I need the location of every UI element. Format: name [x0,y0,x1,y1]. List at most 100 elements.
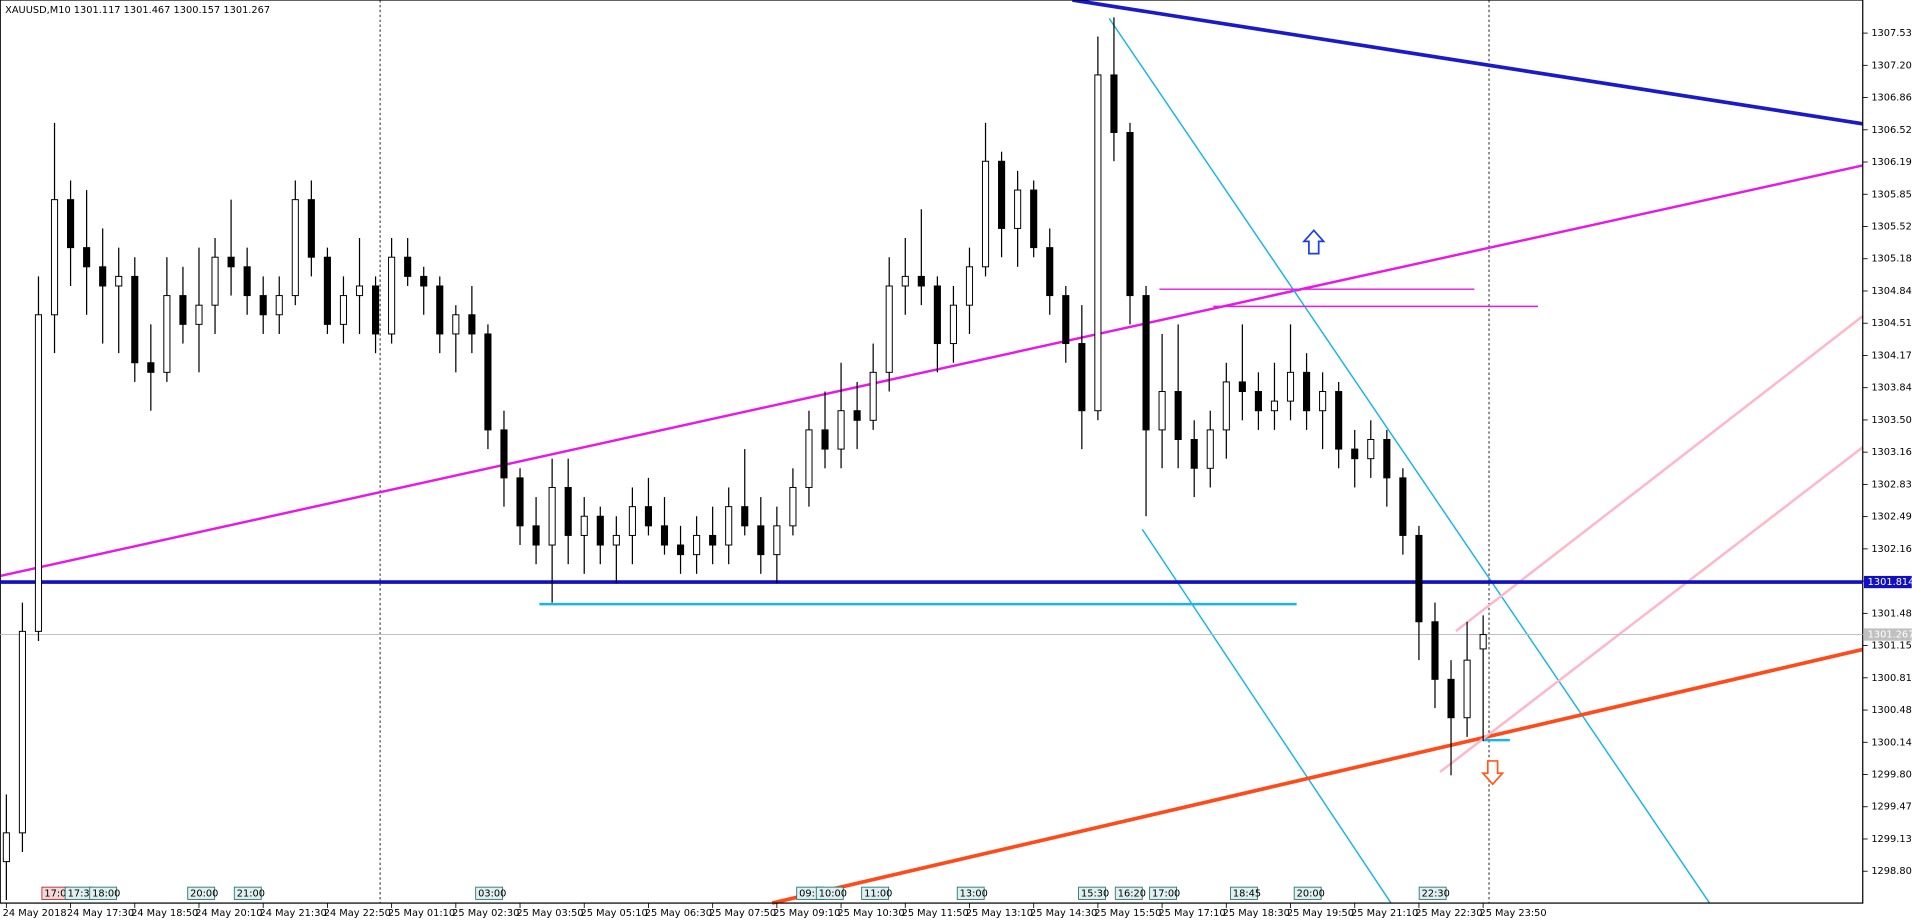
y-tick-label: 1307.536 [1871,28,1912,39]
candle-body [773,525,781,556]
candle-body [1479,634,1487,650]
x-tick-label: 24 May 2018 [3,908,67,919]
x-tick-label: 25 May 06:30 [645,908,712,919]
sell-arrow [1480,760,1505,786]
x-tick-label: 25 May 22:30 [1415,908,1482,919]
candle-body [1126,132,1134,297]
price-label-box [1863,575,1912,589]
candle-body [291,199,299,297]
x-tick-label: 25 May 01:10 [388,908,455,919]
x-tick-label: 25 May 15:50 [1094,908,1161,919]
candle-body [323,256,331,325]
time-marker-box [1230,886,1258,900]
candle-body [981,160,990,268]
y-tick-label: 1307.200 [1871,60,1912,71]
candle-body [805,429,813,488]
y-tick-label: 1299.472 [1871,802,1912,813]
y-tick-label: 1305.520 [1871,222,1912,233]
y-tick-label: 1300.816 [1871,673,1912,684]
candle-body [99,266,107,287]
candle-body [163,295,171,373]
candle-body [741,506,749,527]
y-tick-label: 1303.168 [1871,447,1912,458]
candle-body [18,630,26,834]
candle-body [1190,439,1198,469]
candle-body [757,525,765,556]
x-tick-label: 25 May 02:30 [452,908,519,919]
x-tick-label: 25 May 10:30 [837,908,904,919]
candle-body [211,256,219,306]
time-marker: 15:30 [1081,888,1109,899]
candle-body [1030,189,1038,249]
candle-body [1238,381,1246,393]
chart-title: XAUUSD,M10 1301.117 1301.467 1300.157 13… [5,5,270,16]
time-marker-box [233,886,262,900]
candle-body [532,525,540,546]
trendline [771,647,1864,905]
time-marker: 21:00 [237,888,265,899]
y-tick-label: 1299.808 [1871,770,1912,781]
time-marker-box [815,886,844,900]
drawing-objects [0,0,1864,905]
y-tick-label: 1306.864 [1871,93,1912,104]
candle-body [243,266,251,297]
candle-body [516,477,524,527]
y-tick-label: 1302.160 [1871,544,1912,555]
candle-body [115,275,123,287]
x-tick-label: 25 May 23:50 [1479,908,1546,919]
candle-body [1174,391,1182,440]
candle-body [1142,295,1150,431]
candle-body [227,256,235,268]
candle-body [1046,247,1054,297]
time-marker-box [956,886,985,900]
candle-body [500,429,508,479]
candle-body [660,525,669,546]
time-marker-box [475,886,504,900]
candle-body [580,515,588,536]
candle-body [933,285,941,345]
time-marker-box [1078,886,1106,900]
candle-body [1270,400,1279,412]
candle-body [1319,391,1327,412]
candle-body [468,314,476,335]
time-marker-box [1149,886,1177,900]
y-tick-label: 1304.848 [1871,286,1912,297]
candle-body [901,275,909,287]
price-label-box [1863,628,1912,641]
candle-body [1399,477,1407,536]
candle-body [275,295,283,316]
candle-body [83,247,91,268]
price-label: 1301.267 [1868,630,1912,641]
x-tick-label: 24 May 18:50 [131,908,198,919]
channel-line [1141,528,1392,904]
candle-body [339,295,348,325]
candle-body [388,256,396,335]
candle-body [1254,391,1262,412]
y-tick-label: 1300.480 [1871,705,1912,716]
candle-body [998,160,1006,229]
candle-body [2,832,10,863]
trendline [1072,0,1864,126]
candle-body [596,515,604,546]
time-marker: 20:00 [1297,888,1325,899]
y-tick-label: 1303.840 [1871,383,1912,394]
price-label: 1301.814 [1868,577,1912,588]
candle-body [1078,343,1086,412]
candle-body [1110,74,1118,133]
channel-line [1455,315,1864,633]
y-tick-label: 1306.192 [1871,157,1912,168]
candle-body [452,314,460,335]
x-tick-label: 25 May 13:10 [966,908,1033,919]
time-marker: 20:00 [190,888,218,899]
y-tick-label: 1299.136 [1871,834,1912,845]
x-tick-label: 25 May 03:50 [516,908,583,919]
candle-body [1206,429,1214,469]
time-marker: 22:30 [1422,888,1450,899]
time-marker-box [1293,886,1322,900]
candle-body [821,429,829,450]
y-tick-label: 1302.496 [1871,512,1912,523]
candle-body [612,534,620,546]
candle-body [1447,678,1455,719]
